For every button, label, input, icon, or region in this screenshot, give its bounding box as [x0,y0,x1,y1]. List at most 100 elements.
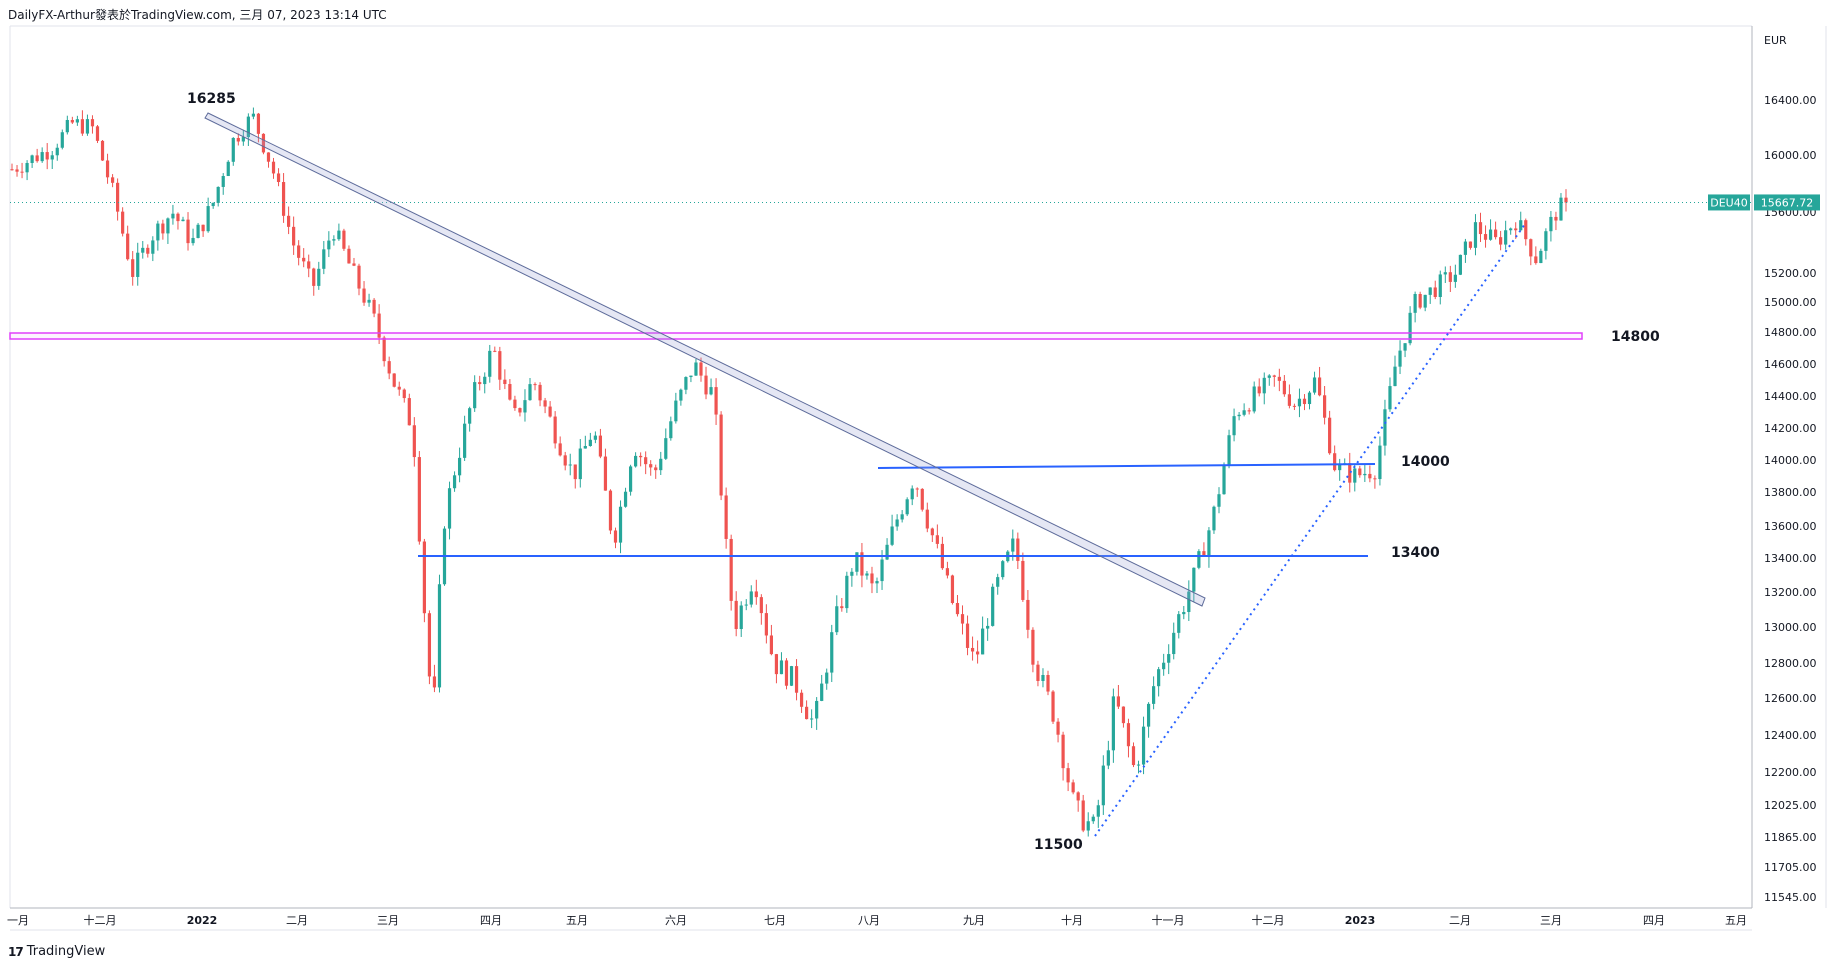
candle-body [1468,241,1473,248]
candle-body [774,654,779,675]
candle-body [1413,293,1417,313]
candle-body [55,147,59,156]
candle-body [1559,197,1563,221]
candle-body [1177,614,1181,633]
candle-body [885,544,889,560]
y-tick-label: 16000.00 [1764,149,1817,162]
candle-body [1207,530,1211,557]
candle-body [116,182,120,212]
candle-body [473,382,477,409]
candle-body [40,152,44,162]
candle-body [568,464,572,466]
candle-body [769,635,773,655]
candle-body [151,240,155,254]
candle-body [1101,765,1105,806]
candle-body [231,137,235,162]
candle-body [20,171,24,173]
candle-body [1438,274,1442,297]
candle-body [30,155,34,163]
last-price-badge [1754,194,1820,211]
candle-body [468,408,472,424]
candle-body [639,455,643,458]
y-tick-label: 14600.00 [1764,358,1817,371]
candle-body [1011,538,1015,552]
candle-body [498,351,502,380]
candle-body [1136,764,1141,766]
x-tick-label: 六月 [665,914,687,927]
candle-body [488,350,492,377]
candle-body [699,362,703,376]
candle-body [181,219,185,222]
candle-body [85,119,90,134]
x-tick-label: 十二月 [1252,913,1285,927]
candle-body [357,265,361,289]
candle-body [694,362,698,376]
candle-body [679,389,683,401]
candle-body [1081,800,1085,831]
candle-body [1499,237,1503,245]
candle-body [352,263,356,266]
candle-body [241,137,245,142]
y-tick-label: 11865.00 [1764,831,1817,844]
candle-body [463,423,467,458]
candle-body [1202,551,1206,557]
candle-body [850,571,854,576]
x-tick-label: 十一月 [1152,913,1185,927]
y-tick-label: 14800.00 [1764,326,1817,339]
candle-body [719,414,723,496]
candle-body [317,268,321,286]
candle-body [704,375,708,395]
candle-body [1554,216,1558,221]
candle-body [422,541,426,614]
candle-body [1116,696,1121,707]
candle-body [387,361,391,374]
levels-group [9,112,1752,837]
candle-body [281,182,286,216]
candle-body [15,169,19,172]
candle-body [649,464,653,468]
candle-body [986,625,990,629]
candle-body [1212,506,1216,531]
time-axis[interactable]: 一月 十二月 2022 二月 三月 四月 五月 六月 七月 八月 九月 十月 十一月 十二月 2023 二月 三… [7,913,1747,927]
header-text: DailyFX-Arthur發表於TradingView.com, 三月 07,… [8,8,387,22]
candle-body [186,219,190,244]
y-tick-label: 13800.00 [1764,486,1817,499]
candle-body [377,313,381,338]
candle-body [1292,405,1297,407]
candle-body [287,215,291,227]
candle-body [1016,538,1020,561]
x-tick-label: 五月 [1725,914,1747,927]
candle-body [1549,216,1553,232]
candle-body [216,186,220,203]
level-annotation: 13400 [1391,545,1440,561]
candle-body [1227,435,1231,466]
candle-body [256,113,261,134]
candle-body [1514,228,1518,231]
candle-body [1041,675,1045,681]
candle-body [598,435,603,457]
candle-body [1262,377,1266,394]
candle-body [397,386,401,390]
candle-body [684,377,688,390]
candle-body [1197,551,1201,568]
candle-body [578,448,582,480]
level-annotation: 11500 [1034,837,1083,853]
candle-body [161,223,165,234]
candle-body [417,457,421,542]
candle-body [950,575,955,604]
candle-body [1106,750,1110,766]
candle-body [432,676,437,688]
candle-body [327,240,331,250]
candle-body [1297,398,1302,407]
candle-body [593,435,597,440]
symbol-badge-label: DEU40 [1710,196,1747,209]
downtrend-channel-line [204,112,1206,607]
candle-body [1046,675,1050,692]
candlestick-chart[interactable]: 16400.0016000.0015600.0015200.0015000.00… [0,0,1834,940]
candle-body [558,443,562,456]
candle-body [1368,473,1372,479]
candle-body [1111,696,1115,751]
candle-body [191,237,195,244]
candle-body [196,224,200,238]
price-axis[interactable]: 16400.0016000.0015600.0015200.0015000.00… [1708,94,1820,904]
